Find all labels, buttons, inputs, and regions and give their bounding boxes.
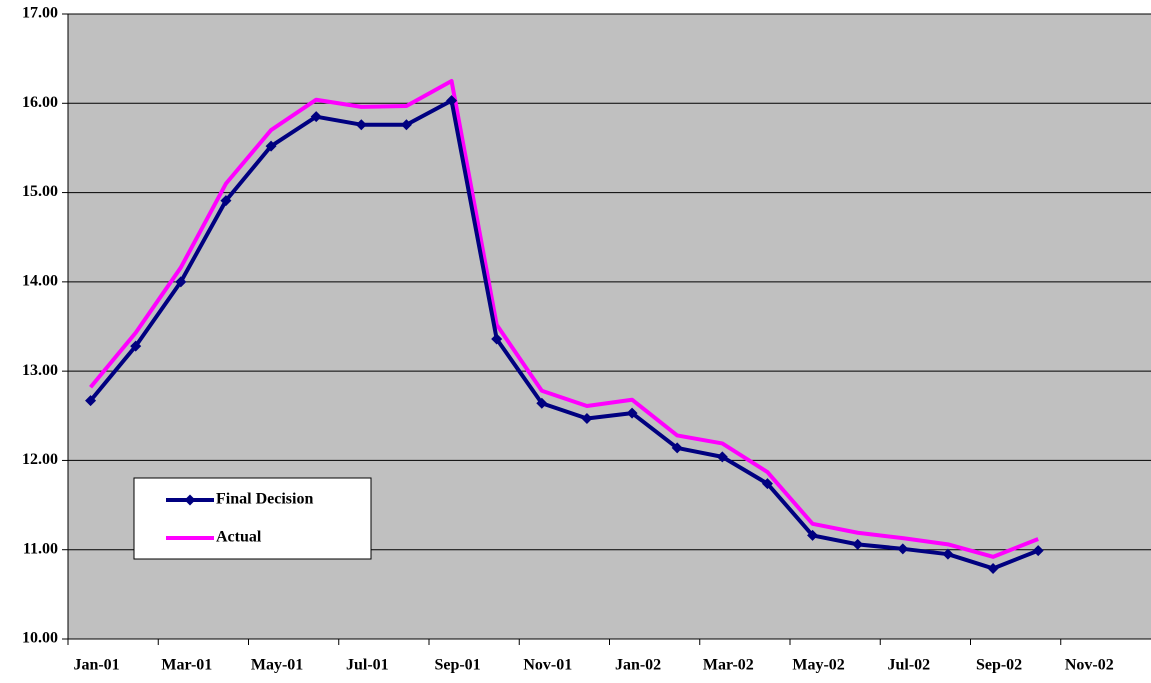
point-marker — [671, 442, 683, 454]
x-tick-label: Mar-02 — [703, 657, 754, 674]
y-tick-label: 11.00 — [23, 540, 58, 557]
legend: Final Decision Actual — [133, 477, 372, 560]
point-marker — [626, 407, 638, 419]
point-marker — [491, 333, 503, 345]
point-marker — [310, 111, 322, 123]
y-tick-label: 12.00 — [22, 451, 58, 468]
y-tick-label: 17.00 — [22, 5, 58, 22]
point-marker — [852, 538, 864, 550]
series-line — [89, 78, 1039, 559]
y-tick-label: 13.00 — [22, 362, 58, 379]
point-marker — [85, 395, 97, 407]
point-marker — [942, 548, 954, 560]
point-marker — [265, 140, 277, 152]
x-tick-label: Nov-01 — [523, 657, 572, 674]
y-tick-label: 10.00 — [22, 630, 58, 647]
x-tick-label: Jan-02 — [615, 657, 661, 674]
point-marker — [446, 95, 458, 107]
x-tick-label: Mar-01 — [161, 657, 212, 674]
point-marker — [536, 397, 548, 409]
point-marker — [897, 543, 909, 555]
legend-label: Actual — [216, 529, 262, 546]
x-tick-label: Jul-02 — [887, 657, 930, 674]
point-marker — [1032, 545, 1044, 557]
x-tick-label: Sep-01 — [434, 657, 480, 674]
point-marker — [355, 119, 367, 131]
legend-label: Final Decision — [216, 491, 313, 508]
x-tick-label: May-02 — [792, 657, 844, 674]
point-marker — [716, 451, 728, 463]
point-marker — [581, 412, 593, 424]
point-marker — [807, 529, 819, 541]
point-marker — [400, 119, 412, 131]
x-tick-label: Nov-02 — [1065, 657, 1114, 674]
point-marker — [761, 478, 773, 490]
y-tick-label: 14.00 — [22, 273, 58, 290]
x-tick-label: Jul-01 — [346, 657, 389, 674]
series-line — [89, 98, 1039, 571]
point-marker — [220, 195, 232, 207]
x-tick-label: Jan-01 — [73, 657, 119, 674]
y-tick-label: 15.00 — [22, 183, 58, 200]
point-marker — [987, 562, 999, 574]
x-tick-label: May-01 — [251, 657, 303, 674]
x-tick-label: Sep-02 — [976, 657, 1022, 674]
y-tick-label: 16.00 — [22, 94, 58, 111]
point-marker — [130, 340, 142, 352]
point-marker — [175, 276, 187, 288]
legend-marker — [184, 494, 196, 506]
legend-box — [133, 477, 372, 560]
